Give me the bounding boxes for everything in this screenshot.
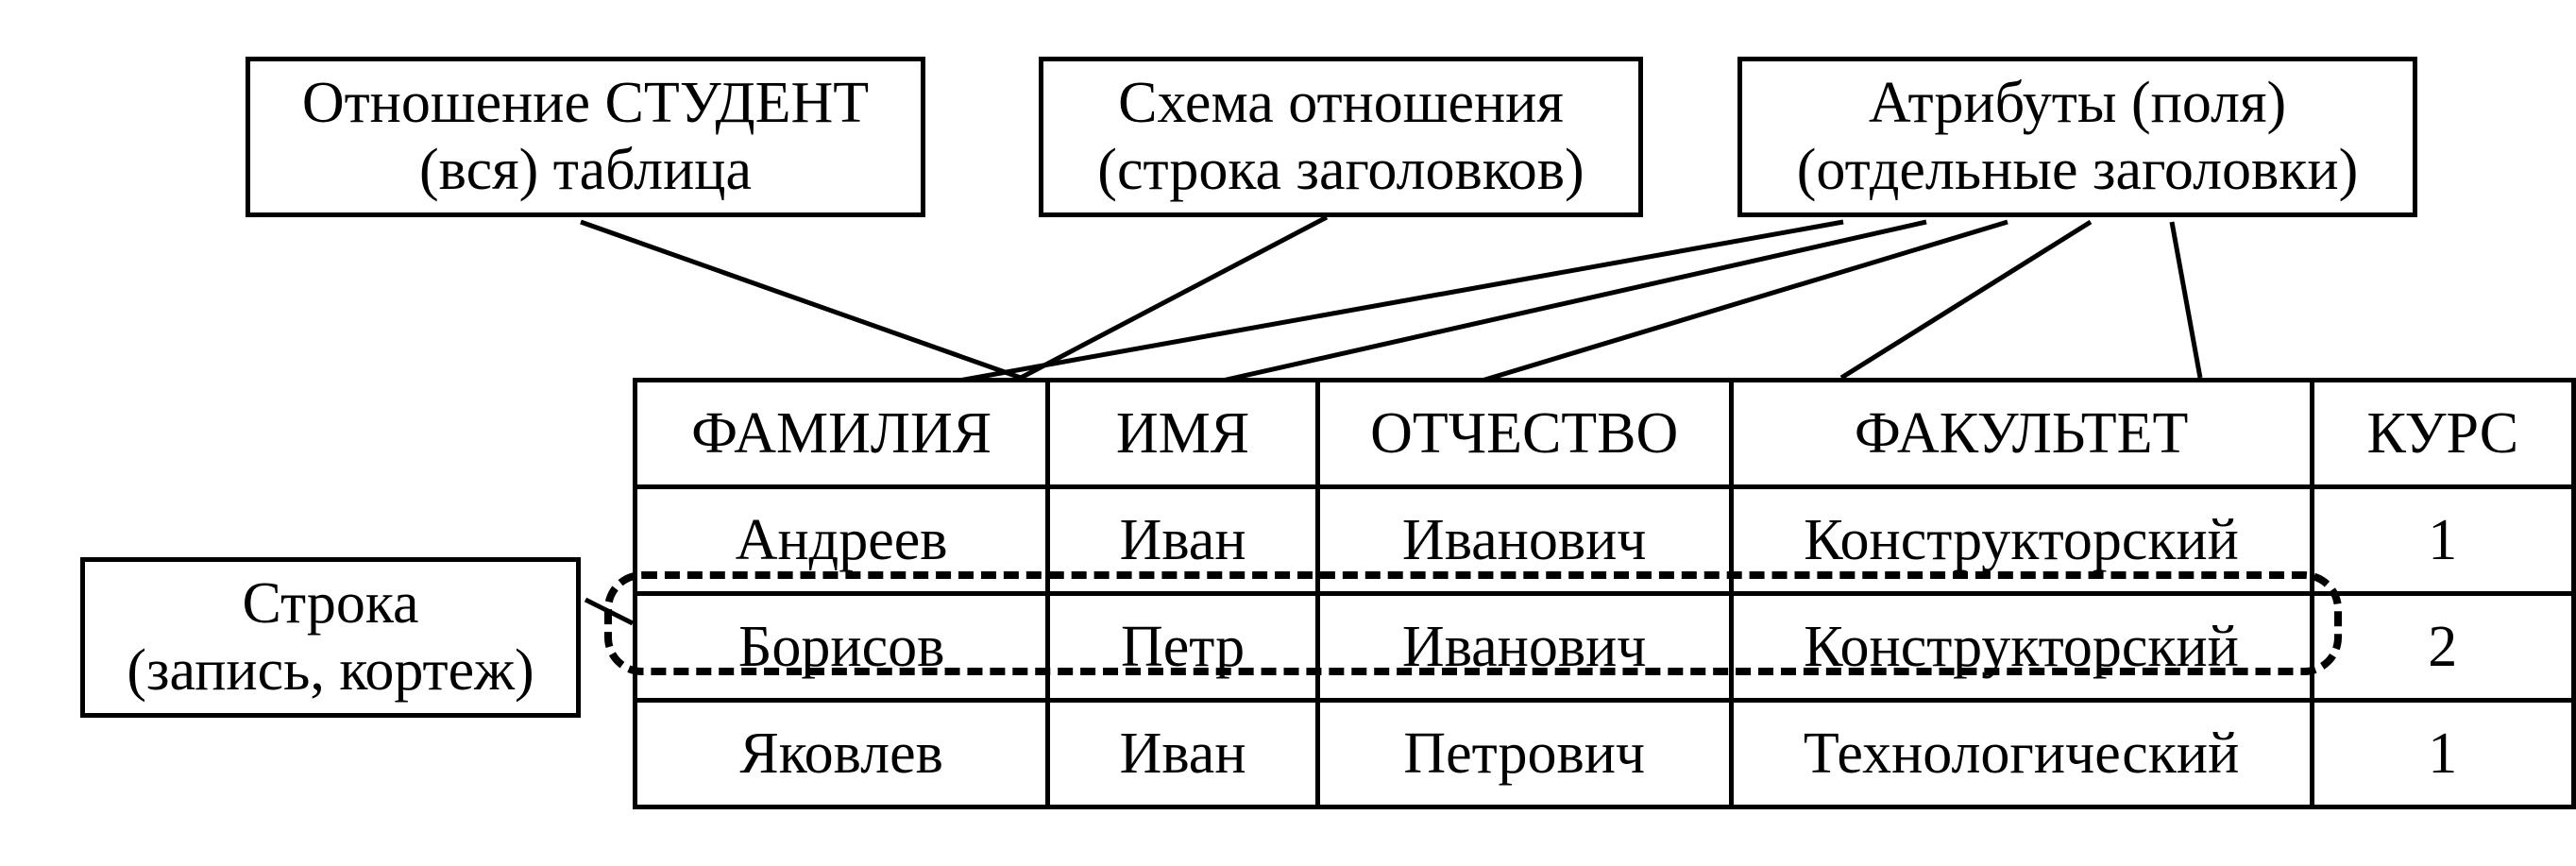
label-schema-line1: Схема отношения [1118,70,1564,137]
table-header-row: ФАМИЛИЯИМЯОТЧЕСТВОФАКУЛЬТЕТКУРС [636,381,2574,487]
table-cell: Яковлев [636,701,1048,807]
column-header: ОТЧЕСТВО [1317,381,1731,487]
label-row: Строка (запись, кортеж) [80,557,581,718]
column-header: КУРС [2312,381,2573,487]
label-attributes: Атрибуты (поля) (отдельные заголовки) [1737,57,2417,217]
table-cell: Иван [1048,487,1318,594]
label-row-line2: (запись, кортеж) [127,637,534,705]
column-header: ФАКУЛЬТЕТ [1731,381,2312,487]
table-row: БорисовПетрИвановичКонструкторский2 [636,594,2574,701]
label-schema: Схема отношения (строка заголовков) [1039,57,1643,217]
student-table: ФАМИЛИЯИМЯОТЧЕСТВОФАКУЛЬТЕТКУРС АндреевИ… [633,378,2576,809]
label-relation: Отношение СТУДЕНТ (вся) таблица [246,57,925,217]
table-cell: Конструкторский [1731,487,2312,594]
connector-line [1841,222,2091,378]
table-cell: Иванович [1317,487,1731,594]
table-cell: Иванович [1317,594,1731,701]
table-cell: Петрович [1317,701,1731,807]
label-attributes-line2: (отдельные заголовки) [1797,137,2358,204]
table-cell: Андреев [636,487,1048,594]
table-row: ЯковлевИванПетровичТехнологический1 [636,701,2574,807]
table-cell: 1 [2312,701,2573,807]
connector-line [1021,217,1327,378]
connector-line [585,600,633,623]
label-relation-line1: Отношение СТУДЕНТ [302,70,869,137]
table-cell: 2 [2312,594,2573,701]
column-header: ИМЯ [1048,381,1318,487]
diagram-stage: Отношение СТУДЕНТ (вся) таблица Схема от… [0,0,2576,866]
connector-line [2172,222,2200,378]
table-body: АндреевИванИвановичКонструкторский1Борис… [636,487,2574,807]
table-row: АндреевИванИвановичКонструкторский1 [636,487,2574,594]
label-relation-line2: (вся) таблица [419,137,752,204]
connector-line [581,222,1021,378]
label-schema-line2: (строка заголовков) [1097,137,1584,204]
table-cell: 1 [2312,487,2573,594]
table-cell: Технологический [1731,701,2312,807]
table-cell: Иван [1048,701,1318,807]
label-attributes-line1: Атрибуты (поля) [1869,70,2286,137]
table-cell: Конструкторский [1731,594,2312,701]
table-cell: Петр [1048,594,1318,701]
label-row-line1: Строка [242,570,418,637]
table-cell: Борисов [636,594,1048,701]
column-header: ФАМИЛИЯ [636,381,1048,487]
